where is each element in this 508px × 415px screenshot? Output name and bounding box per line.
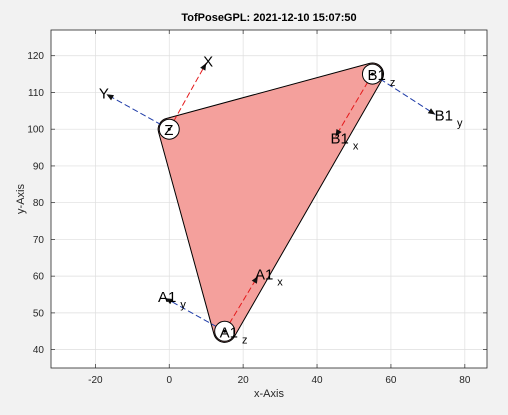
B1-y-axis-line xyxy=(372,73,436,115)
origin-z-label: Z xyxy=(164,122,173,139)
y-tick-label: 110 xyxy=(28,88,44,99)
B1-z-dot xyxy=(370,72,374,76)
A1-y-axis-line xyxy=(165,297,225,332)
x-axis-ticks: -20 0 20 40 60 80 xyxy=(88,30,471,386)
y-tick-label: 120 xyxy=(27,51,44,62)
origin-z-dot xyxy=(167,127,171,131)
y-tick-label: 90 xyxy=(33,161,45,172)
x-axis-label: x-Axis xyxy=(254,388,284,400)
y-tick-label: 80 xyxy=(33,198,45,209)
B1-x-axis-line xyxy=(335,73,373,137)
origin-x-label: X xyxy=(203,53,213,70)
y-tick-label: 100 xyxy=(27,125,44,136)
y-tick-label: 50 xyxy=(33,308,45,319)
pose-polygon xyxy=(157,62,385,343)
x-tick-label: 40 xyxy=(311,375,323,386)
x-tick-label: -20 xyxy=(88,375,103,386)
origin-y-label: Y xyxy=(99,85,109,102)
y-axis-label: y-Axis xyxy=(15,184,27,214)
A1-y-axis-head xyxy=(165,298,174,305)
plot-area: XYZ B1 xB1 yB1 zA1 xA1 yA1 z xyxy=(50,29,488,369)
A1-x-axis-head xyxy=(251,276,258,284)
A1-x-axis-line xyxy=(224,275,259,332)
B1-y-axis-head xyxy=(427,108,436,115)
origin-x-axis-line xyxy=(168,62,207,130)
origin-y-axis-head xyxy=(106,94,114,101)
x-tick-label: 0 xyxy=(166,375,172,386)
chart-title: TofPoseGPL: 2021-12-10 15:07:50 xyxy=(181,12,356,24)
y-tick-label: 60 xyxy=(33,272,45,283)
y-tick-label: 40 xyxy=(33,345,45,356)
B1-x-axis-head xyxy=(335,128,342,137)
pose-polygon-layer xyxy=(157,62,385,343)
x-tick-label: 20 xyxy=(238,375,250,386)
y-tick-label: 70 xyxy=(33,235,45,246)
x-tick-label: 80 xyxy=(459,375,471,386)
y-axis-ticks: 40 50 60 70 80 90 100 110 120 xyxy=(27,51,487,356)
A1-z-dot xyxy=(223,329,227,333)
origin-y-axis-line xyxy=(106,93,170,130)
x-tick-label: 60 xyxy=(385,375,397,386)
plot-frame xyxy=(50,29,488,369)
origin-x-axis-head xyxy=(200,63,207,71)
